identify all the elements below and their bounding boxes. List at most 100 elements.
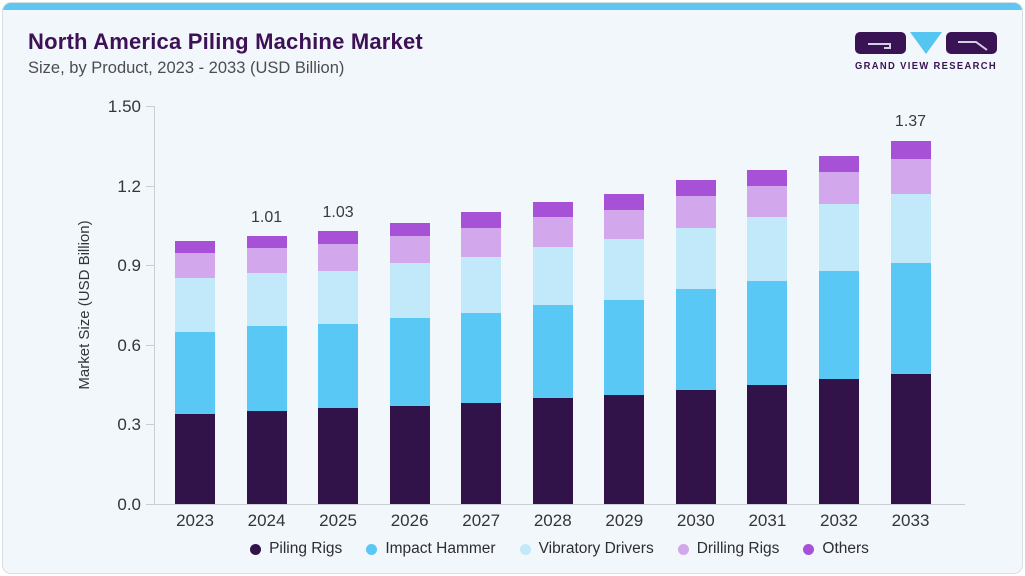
x-tick-label-2028: 2028: [533, 511, 572, 530]
bar-segment-others[interactable]: [675, 180, 716, 197]
bar-segment-vibratory-drivers[interactable]: [818, 204, 859, 271]
legend-item-piling-rigs[interactable]: Piling Rigs: [250, 540, 342, 558]
legend-label: Drilling Rigs: [696, 540, 780, 557]
bar-segment-drilling-rigs[interactable]: [890, 159, 931, 194]
page-subtitle: Size, by Product, 2023 - 2033 (USD Billi…: [28, 59, 345, 77]
bar-2023[interactable]: [175, 241, 215, 504]
bar-segment-vibratory-drivers[interactable]: [675, 228, 716, 290]
legend-item-vibratory-drivers[interactable]: Vibratory Drivers: [519, 540, 654, 558]
bar-segment-vibratory-drivers[interactable]: [389, 262, 430, 319]
bar-segment-impact-hammer[interactable]: [246, 326, 287, 412]
bar-segment-impact-hammer[interactable]: [747, 281, 788, 385]
page-title: North America Piling Machine Market: [28, 29, 423, 54]
bar-segment-piling-rigs[interactable]: [175, 413, 215, 504]
bar-segment-drilling-rigs[interactable]: [747, 185, 788, 218]
legend: Piling Rigs Impact Hammer Vibratory Driver…: [154, 536, 965, 562]
bar-segment-impact-hammer[interactable]: [675, 289, 716, 390]
bar-2031[interactable]: [747, 169, 788, 504]
bar-segment-vibratory-drivers[interactable]: [532, 246, 573, 305]
bar-segment-impact-hammer[interactable]: [389, 318, 430, 406]
bar-segment-drilling-rigs[interactable]: [318, 243, 359, 271]
y-tick-label: 0.9: [117, 256, 141, 276]
bar-segment-drilling-rigs[interactable]: [246, 247, 287, 274]
bar-segment-others[interactable]: [246, 236, 287, 248]
y-tick-mark: [146, 265, 154, 267]
bar-segment-piling-rigs[interactable]: [532, 397, 573, 504]
bar-2030[interactable]: [675, 180, 716, 504]
legend-dot-icon: [366, 543, 378, 555]
y-axis-line: [154, 106, 155, 505]
bar-2026[interactable]: [389, 222, 430, 504]
bar-segment-drilling-rigs[interactable]: [604, 209, 645, 239]
bar-segment-drilling-rigs[interactable]: [175, 253, 215, 279]
y-tick-mark: [146, 106, 154, 107]
bar-segment-piling-rigs[interactable]: [675, 389, 716, 504]
x-tick-label-2030: 2030: [676, 511, 715, 530]
bar-2032[interactable]: [818, 156, 859, 504]
legend-dot-icon: [519, 543, 531, 555]
bar-segment-others[interactable]: [532, 201, 573, 218]
bar-segment-impact-hammer[interactable]: [461, 312, 502, 404]
bar-segment-others[interactable]: [461, 212, 502, 229]
bar-segment-vibratory-drivers[interactable]: [747, 217, 788, 282]
bar-2028[interactable]: [532, 201, 573, 504]
bar-segment-piling-rigs[interactable]: [318, 408, 359, 504]
bar-segment-vibratory-drivers[interactable]: [604, 238, 645, 300]
x-tick-label-2032: 2032: [820, 511, 858, 530]
x-axis-line: [146, 504, 965, 505]
bar-segment-others[interactable]: [818, 156, 859, 173]
y-tick-label: 0.6: [117, 335, 141, 355]
bar-segment-drilling-rigs[interactable]: [461, 228, 502, 258]
bar-segment-piling-rigs[interactable]: [604, 395, 645, 504]
bar-segment-others[interactable]: [747, 169, 788, 186]
bar-segment-impact-hammer[interactable]: [604, 299, 645, 396]
bar-segment-impact-hammer[interactable]: [318, 323, 359, 409]
bar-2029[interactable]: [604, 193, 645, 504]
bar-segment-others[interactable]: [175, 241, 215, 254]
bar-segment-others[interactable]: [890, 140, 931, 160]
bar-segment-impact-hammer[interactable]: [532, 305, 573, 398]
bar-value-label-2033: 1.37: [894, 113, 927, 131]
bar-segment-vibratory-drivers[interactable]: [890, 193, 931, 263]
bar-segment-others[interactable]: [318, 230, 359, 244]
bar-segment-drilling-rigs[interactable]: [675, 196, 716, 229]
legend-item-drilling-rigs[interactable]: Drilling Rigs: [677, 540, 780, 558]
logo-wordmark: GRAND VIEW RESEARCH: [855, 60, 997, 72]
bar-segment-piling-rigs[interactable]: [818, 379, 859, 504]
bar-2024[interactable]: [246, 236, 287, 504]
x-tick-label-2031: 2031: [748, 511, 787, 530]
bar-segment-impact-hammer[interactable]: [890, 262, 931, 374]
bar-segment-piling-rigs[interactable]: [461, 403, 502, 504]
bar-segment-vibratory-drivers[interactable]: [246, 273, 287, 327]
bar-segment-impact-hammer[interactable]: [175, 331, 215, 414]
bar-2033[interactable]: [890, 140, 931, 504]
y-axis-title: Market Size (USD Billion): [76, 220, 93, 390]
bar-segment-piling-rigs[interactable]: [389, 405, 430, 504]
legend-item-others[interactable]: Others: [803, 540, 869, 558]
x-tick-label-2023: 2023: [176, 511, 214, 530]
bar-2025[interactable]: [318, 230, 359, 504]
bar-segment-drilling-rigs[interactable]: [389, 236, 430, 263]
legend-label: Impact Hammer: [385, 540, 496, 557]
bar-value-label-2025: 1.03: [322, 203, 354, 221]
bar-segment-vibratory-drivers[interactable]: [318, 270, 359, 324]
bar-segment-impact-hammer[interactable]: [818, 270, 859, 380]
bar-segment-vibratory-drivers[interactable]: [461, 257, 502, 313]
x-tick-label-2025: 2025: [319, 511, 357, 530]
bar-2027[interactable]: [461, 212, 502, 504]
top-accent-stripe: [3, 3, 1022, 10]
bar-segment-piling-rigs[interactable]: [246, 411, 287, 504]
y-tick-label: 0.3: [117, 415, 141, 435]
logo-r-glyph: [958, 41, 988, 51]
bar-segment-drilling-rigs[interactable]: [532, 217, 573, 247]
bar-segment-piling-rigs[interactable]: [747, 384, 788, 504]
bar-segment-vibratory-drivers[interactable]: [175, 278, 215, 332]
legend-item-impact-hammer[interactable]: Impact Hammer: [366, 540, 496, 558]
bar-segment-drilling-rigs[interactable]: [818, 172, 859, 205]
bar-segment-piling-rigs[interactable]: [890, 373, 931, 504]
bar-segment-others[interactable]: [389, 222, 430, 237]
bar-segment-others[interactable]: [604, 193, 645, 210]
x-tick-label-2029: 2029: [605, 511, 644, 530]
